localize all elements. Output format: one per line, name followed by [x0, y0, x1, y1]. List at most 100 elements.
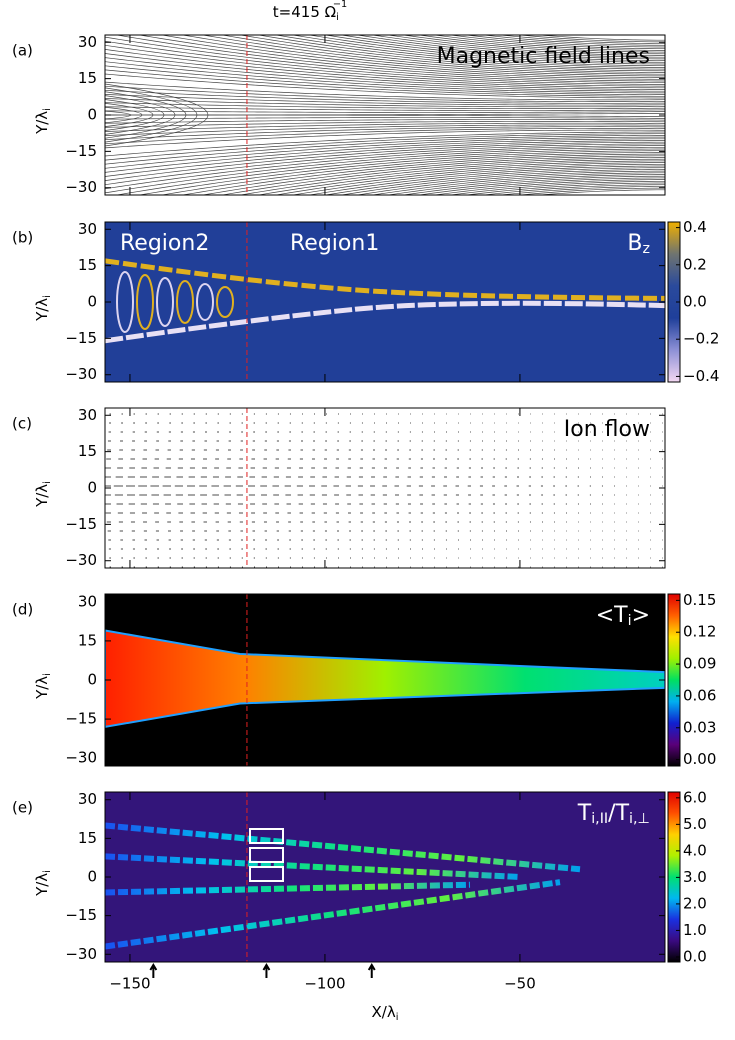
y-tick-label: −15 [65, 515, 97, 533]
y-tick-label: 30 [78, 592, 97, 610]
field-line [105, 124, 665, 136]
streak [105, 879, 561, 950]
field-line [105, 95, 176, 135]
field-line [256, 35, 665, 70]
panel-letter: (a) [12, 42, 33, 60]
y-label: Y/λi [33, 295, 54, 322]
field-line [105, 129, 665, 149]
panel-plot [105, 408, 665, 568]
streak [105, 822, 581, 873]
field-line [105, 65, 665, 95]
colorbar-tick-label: 0.09 [683, 655, 716, 673]
y-tick-label: −30 [65, 749, 97, 767]
y-label: Y/λi [33, 673, 54, 700]
y-tick-label: 15 [78, 631, 97, 649]
annotation-text: B [627, 231, 642, 256]
field-line [432, 179, 665, 195]
field-line [516, 187, 665, 195]
field-line [105, 135, 665, 165]
field-line [105, 143, 665, 186]
y-tick-label: −15 [65, 906, 97, 924]
field-line [105, 87, 198, 143]
colorbar-tick-label: 0.2 [683, 255, 707, 273]
panel-letter: (d) [12, 601, 33, 619]
field-line [401, 35, 665, 55]
y-label-text: Y/λ [33, 676, 51, 700]
x-label-text: X/λ [372, 1003, 396, 1021]
colorbar-tick-label: 4.0 [683, 841, 707, 859]
annotation-after: /T [608, 801, 629, 826]
field-line [105, 49, 665, 89]
panel-plot [105, 792, 665, 962]
y-label-sub: i [42, 673, 53, 676]
field-line [105, 40, 665, 85]
x-label-sub: i [396, 1012, 399, 1023]
field-line [200, 155, 665, 195]
colorbar-tick-label: 0.0 [683, 947, 707, 965]
y-tick-label: 30 [78, 33, 97, 51]
turbulence [196, 283, 214, 321]
field-line [105, 57, 665, 92]
field-line [105, 99, 165, 131]
field-line [448, 35, 665, 50]
colorbar-tick-label: 0.06 [683, 686, 716, 704]
annotation: Magnetic field lines [437, 44, 650, 69]
field-line [105, 44, 665, 87]
field-line [355, 170, 665, 195]
plot-bg [105, 408, 665, 568]
field-line [256, 160, 665, 195]
panel-letter: (e) [12, 799, 33, 817]
field-line [385, 35, 665, 56]
annotation-sub: i,II [591, 811, 608, 827]
colorbar-tick-label: 5.0 [683, 815, 707, 833]
x-tick-label: −150 [109, 975, 150, 993]
panel-letter: (c) [12, 415, 32, 433]
y-label: Y/λi [33, 108, 54, 135]
turbulence [116, 271, 134, 333]
colorbar-tick-label: 0.12 [683, 623, 716, 641]
field-line [105, 122, 665, 132]
y-tick-label: 0 [87, 293, 97, 311]
colorbar-tick-label: 0.03 [683, 718, 716, 736]
y-label-sub: i [42, 108, 53, 111]
title-text: t=415 Ω [273, 3, 336, 21]
wedge [105, 629, 665, 728]
field-line [105, 117, 665, 120]
field-line [339, 169, 665, 195]
colorbar-tick-label: 6.0 [683, 788, 707, 806]
y-tick-label: 30 [78, 406, 97, 424]
field-line [274, 35, 665, 68]
y-tick-label: 0 [87, 106, 97, 124]
y-tick-label: −30 [65, 945, 97, 963]
field-line [114, 148, 665, 195]
field-line [220, 35, 665, 73]
field-line [105, 136, 665, 169]
y-tick-label: 0 [87, 479, 97, 497]
annotation-sub: i [628, 613, 632, 629]
sheet-top [105, 258, 665, 301]
field-line [105, 106, 143, 124]
field-line [238, 158, 665, 195]
field-line [464, 182, 665, 195]
field-line [137, 35, 665, 80]
annotation: <Ti> [596, 603, 650, 629]
title-sub: i [336, 12, 339, 23]
y-label-text: Y/λ [33, 484, 51, 508]
y-label-sub: i [42, 481, 53, 484]
annotation-text: Region1 [290, 231, 379, 256]
field-line [180, 153, 665, 195]
y-tick-label: 30 [78, 220, 97, 238]
panel-letter: (b) [12, 229, 33, 247]
field-line [105, 91, 187, 139]
field-line [339, 35, 665, 61]
field-line [536, 35, 665, 41]
annotation-sub: i,⊥ [629, 811, 650, 827]
field-line [137, 150, 665, 195]
field-line [180, 35, 665, 77]
field-line [105, 145, 665, 190]
field-line [105, 53, 665, 90]
field-line [290, 35, 665, 67]
colorbar-tick-label: −0.4 [683, 367, 719, 385]
field-line [105, 98, 665, 108]
box [249, 866, 284, 882]
